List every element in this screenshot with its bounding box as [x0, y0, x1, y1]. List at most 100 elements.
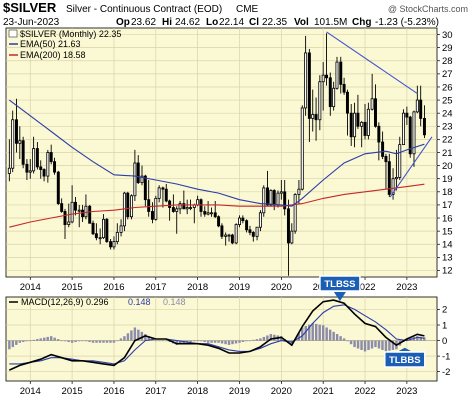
macd-histogram-bar: [339, 336, 342, 341]
candle: [353, 102, 357, 148]
candle: [227, 233, 231, 242]
price-xtick-label: 2017: [145, 282, 166, 293]
price-xtick-label: 2015: [62, 282, 83, 293]
macd-histogram-bar: [81, 340, 84, 342]
candle-body: [77, 209, 81, 212]
candle: [422, 105, 426, 139]
macd-histogram-bar: [133, 327, 137, 341]
price-ytick-label: 26: [442, 82, 453, 93]
candle-body: [248, 229, 252, 233]
price-ytick-label: 23: [442, 122, 453, 133]
candle-body: [49, 152, 53, 163]
macd-histogram-bar: [273, 334, 276, 341]
candle-body: [220, 225, 224, 237]
macd-histogram-bar: [419, 336, 423, 341]
candle-body: [60, 203, 64, 212]
candle-body: [189, 207, 193, 209]
candle: [185, 199, 189, 215]
candle-body: [73, 201, 77, 211]
candle-body: [206, 212, 210, 215]
candle: [140, 165, 144, 186]
macd-xtick-label: 2019: [229, 386, 250, 397]
candle: [370, 73, 374, 111]
candle: [161, 186, 165, 208]
candle-body: [370, 98, 374, 110]
candle: [314, 97, 318, 141]
candle-body: [422, 118, 426, 136]
candle-body: [412, 111, 416, 155]
candle-body: [102, 218, 105, 239]
candle-body: [332, 87, 336, 108]
candle: [14, 98, 18, 153]
candle: [46, 149, 50, 183]
candle-body: [381, 141, 385, 157]
macd-xtick-label: 2020: [271, 386, 292, 397]
candle-body: [112, 241, 116, 248]
price-ytick-label: 25: [442, 95, 453, 106]
price-ytick-label: 14: [442, 240, 453, 251]
macd-histogram-bar: [328, 329, 332, 341]
candle-body: [314, 114, 318, 121]
macd-histogram-bar: [248, 340, 252, 342]
price-xtick-label: 2019: [229, 282, 250, 293]
candle: [28, 159, 32, 179]
macd-histogram-bar: [213, 340, 217, 343]
macd-histogram-bar: [77, 340, 81, 342]
candle-body: [304, 52, 308, 109]
tlbss-bottom-annotation: TLBBS: [384, 347, 426, 368]
candle: [175, 206, 179, 234]
candle: [213, 200, 217, 219]
candle-body: [391, 178, 395, 195]
candle: [178, 200, 182, 215]
macd-histogram-bar: [140, 331, 144, 341]
candle: [245, 219, 249, 233]
macd-histogram-bar: [161, 340, 164, 342]
macd-histogram-bar: [370, 340, 374, 349]
candle: [269, 189, 273, 207]
annotation-box: [319, 275, 361, 292]
candle-body: [328, 77, 332, 108]
candle-body: [384, 156, 388, 163]
macd-histogram-bar: [29, 340, 32, 342]
macd-histogram-bar: [74, 340, 77, 343]
macd-histogram-bar: [119, 338, 123, 341]
candle: [220, 223, 224, 239]
macd-histogram-bar: [130, 330, 133, 341]
price-xtick-label: 2014: [20, 282, 41, 293]
candle-body: [32, 148, 36, 172]
candle: [297, 180, 301, 204]
macd-line: [8, 299, 425, 371]
candle-body: [262, 187, 266, 214]
candle: [39, 160, 43, 179]
candle-body: [42, 169, 46, 177]
price-ytick-label: 15: [442, 226, 453, 237]
macd-histogram-bar: [332, 331, 335, 341]
annotation-arrow: [333, 292, 346, 302]
macd-histogram-bar: [112, 340, 116, 343]
candle: [230, 233, 234, 245]
macd-histogram-bar: [25, 340, 29, 342]
candle-body: [405, 112, 409, 118]
macd-histogram-bar: [70, 340, 74, 343]
price-ytick-label: 16: [442, 213, 453, 224]
candle: [238, 215, 241, 228]
macd-histogram-bar: [391, 340, 395, 350]
macd-histogram-bar: [91, 340, 95, 343]
price-ytick-label: 30: [442, 30, 453, 41]
macd-histogram-bar: [353, 340, 356, 348]
macd-histogram-bar: [381, 340, 384, 350]
candle-body: [230, 234, 234, 244]
macd-histogram-bar: [360, 340, 363, 350]
candle-body: [415, 99, 419, 113]
macd-histogram-bar: [308, 324, 311, 341]
candle-body: [122, 192, 126, 227]
candle-body: [147, 199, 151, 212]
macd-histogram-bar: [335, 334, 339, 341]
candle-body: [213, 212, 217, 218]
copyright-notice: @ StockCharts.com: [388, 4, 468, 14]
candle-body: [203, 211, 207, 215]
candle-body: [84, 205, 88, 218]
candle-body: [241, 217, 245, 222]
candle: [88, 204, 92, 224]
